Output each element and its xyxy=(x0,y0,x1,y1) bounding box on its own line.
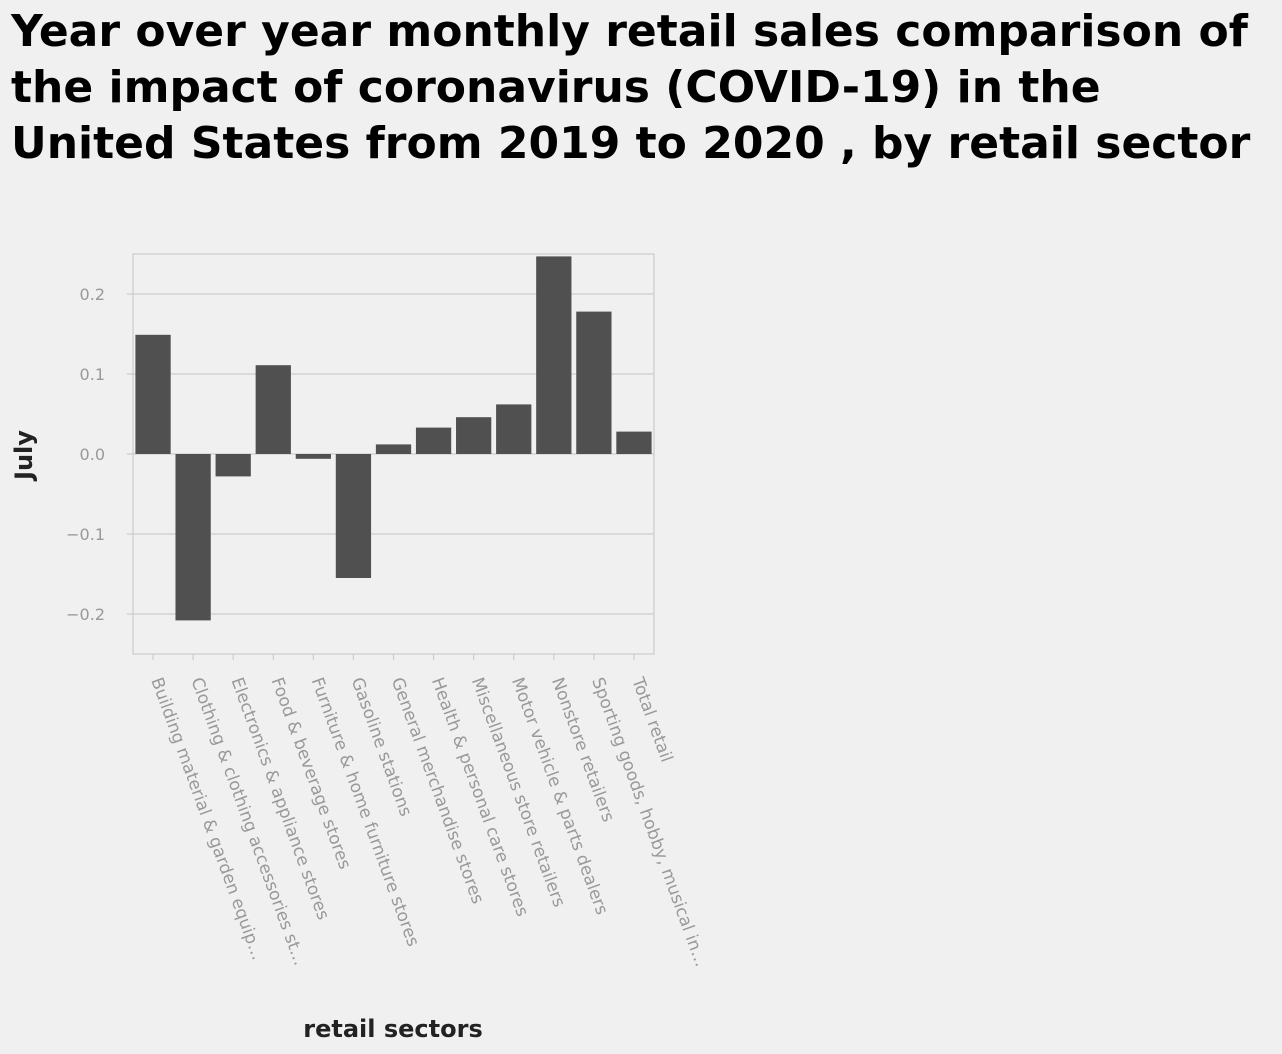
bar xyxy=(456,417,492,454)
y-axis-label: July xyxy=(10,430,38,482)
y-ticks: −0.2 −0.1 0.0 0.1 0.2 xyxy=(66,285,635,660)
y-tick-label: 0.0 xyxy=(80,445,105,464)
bar xyxy=(536,256,572,454)
bar xyxy=(576,311,612,454)
chart-title: Year over year monthly retail sales comp… xyxy=(11,6,1251,169)
bar xyxy=(135,334,171,454)
bar xyxy=(616,431,652,454)
bar xyxy=(295,454,331,459)
y-tick-label: −0.1 xyxy=(66,525,105,544)
bar xyxy=(496,404,532,454)
bar xyxy=(415,427,452,454)
bar xyxy=(255,365,291,454)
y-tick-label: 0.1 xyxy=(80,365,105,384)
bar xyxy=(335,454,372,578)
bars xyxy=(135,256,652,621)
bar xyxy=(375,444,412,454)
x-tick-labels: Building material & garden equip…Clothin… xyxy=(146,674,710,970)
y-tick-label: 0.2 xyxy=(80,285,105,304)
y-tick-label: −0.2 xyxy=(66,605,105,624)
bar xyxy=(175,454,211,621)
bar xyxy=(215,454,251,477)
x-axis-label: retail sectors xyxy=(303,1015,482,1043)
